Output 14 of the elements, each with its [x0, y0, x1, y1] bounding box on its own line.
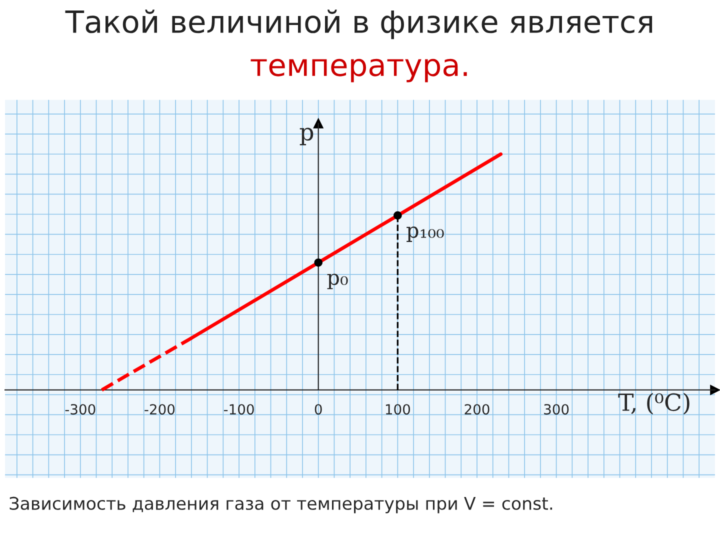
chart-title: Такой величиной в физике является: [65, 10, 652, 40]
chart-subtitle: температура.: [250, 58, 467, 82]
x-tick-label: 200: [464, 404, 490, 415]
annotation: p₁₀₀: [406, 226, 444, 242]
x-tick-label: -300: [65, 404, 96, 415]
x-axis-title: T, (⁰C): [618, 392, 690, 414]
x-tick-label: 300: [544, 404, 569, 415]
y-axis-title: p: [300, 128, 314, 146]
annotation: p₀: [327, 274, 348, 290]
text: Зависимость давления газа от температуры при V = const.: [10, 496, 552, 514]
x-tick-label: -200: [144, 404, 175, 415]
x-tick-label: 0: [314, 404, 322, 415]
x-tick-label: 100: [386, 404, 410, 415]
x-tick-label: -100: [224, 404, 254, 415]
